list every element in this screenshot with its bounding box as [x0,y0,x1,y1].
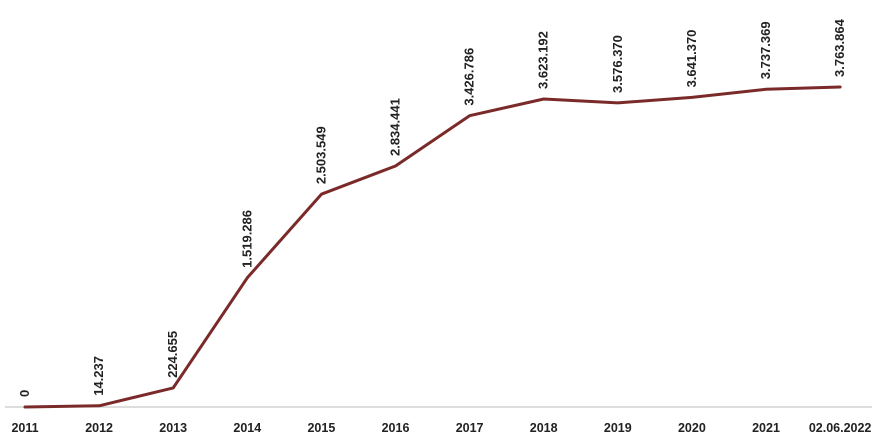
x-tick-label-9: 2020 [678,421,706,435]
x-tick-label-11: 02.06.2022 [809,421,872,435]
x-tick-label-5: 2016 [382,421,410,435]
data-label-11: 3.763.864 [832,18,847,77]
x-tick-labels: 2011 2012 2013 2014 2015 2016 2017 2018 2019 2020… [11,421,871,435]
data-label-4: 2.503.549 [313,126,328,184]
x-tick-label-10: 2021 [752,421,780,435]
x-tick-label-0: 2011 [11,421,38,435]
data-labels: 0 14.237 224.655 1.519.286 2.503.549 2.834.44… [17,18,847,397]
data-label-9: 3.641.370 [684,30,699,88]
x-tick-label-4: 2015 [307,421,335,435]
x-tick-label-6: 2017 [456,421,484,435]
data-label-10: 3.737.369 [758,21,773,79]
data-label-5: 2.834.441 [388,98,403,156]
series-line [25,87,840,407]
x-tick-label-8: 2019 [604,421,632,435]
data-label-8: 3.576.370 [610,35,625,93]
x-tick-label-2: 2013 [159,421,187,435]
data-label-2: 224.655 [165,331,180,378]
x-tick-label-7: 2018 [530,421,558,435]
x-tick-label-3: 2014 [233,421,261,435]
x-tick-label-1: 2012 [85,421,113,435]
data-label-0: 0 [17,390,32,397]
data-label-6: 3.426.786 [462,48,477,106]
data-label-1: 14.237 [91,356,106,396]
data-label-3: 1.519.286 [239,210,254,268]
data-label-7: 3.623.192 [536,31,551,89]
